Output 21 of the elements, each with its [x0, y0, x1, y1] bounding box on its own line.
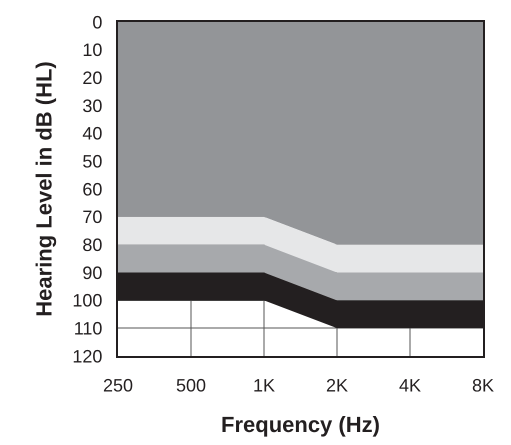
y-tick-label: 10: [82, 40, 102, 60]
x-axis-title: Frequency (Hz): [221, 412, 380, 437]
x-tick-label: 1K: [252, 376, 276, 396]
x-tick-label: 2K: [326, 376, 348, 396]
y-tick-label: 90: [82, 262, 102, 283]
y-tick-label: 50: [82, 151, 102, 172]
x-tick-label: 250: [102, 376, 134, 396]
y-tick-label: 100: [72, 290, 102, 311]
x-tick-label: 4K: [398, 376, 422, 396]
y-axis-title: Hearing Level in dB (HL): [32, 61, 57, 317]
x-tick-label: 8K: [472, 376, 494, 396]
y-tick-label: 70: [82, 207, 102, 228]
y-tick-label: 110: [74, 318, 102, 338]
y-tick-label: 30: [82, 96, 102, 116]
y-tick-label: 60: [82, 179, 102, 200]
y-tick-label: 120: [72, 346, 102, 366]
y-tick-label: 80: [82, 234, 102, 255]
y-tick-label: 40: [82, 124, 102, 144]
y-tick-label: 20: [82, 68, 102, 88]
y-tick-label: 0: [92, 12, 102, 32]
x-tick-label: 500: [176, 376, 206, 396]
